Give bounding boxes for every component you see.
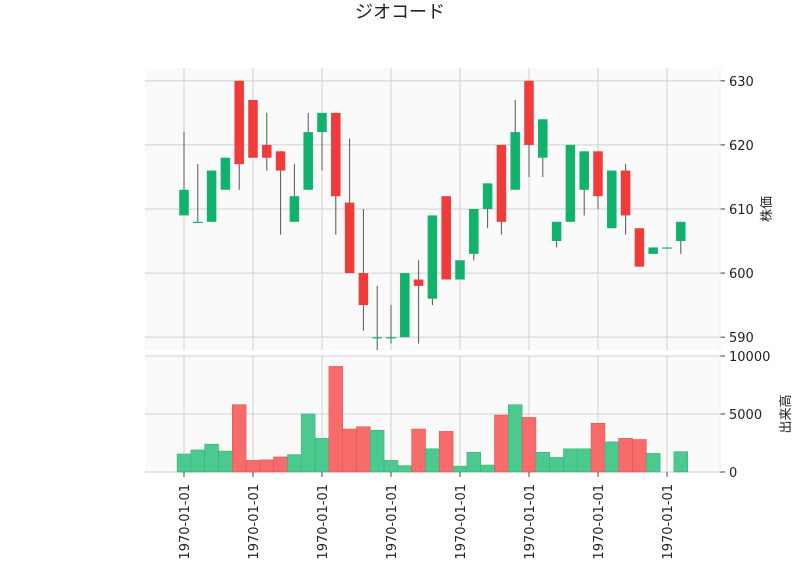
chart-title: ジオコード <box>355 2 445 23</box>
candle-body <box>317 112 327 133</box>
price-tick-label: 620 <box>729 139 754 154</box>
candle-body <box>234 80 244 165</box>
price-tick-label: 590 <box>729 331 754 346</box>
candle-body <box>331 112 341 197</box>
candle-body <box>593 151 603 197</box>
candle-body <box>524 80 534 145</box>
x-tick-label: 1970-01-01 <box>661 484 676 560</box>
volume-bar <box>300 413 316 473</box>
volume-bar <box>632 439 647 473</box>
axes: 590 600 610 620 630 0 5000 10000 1970-01-01 1970-… <box>178 68 770 560</box>
volume-bar <box>397 465 412 473</box>
volume-axis-label: 出来高 <box>778 394 794 433</box>
price-axis-label: 株価 <box>760 196 775 222</box>
volume-bar <box>452 465 468 473</box>
volume-bar <box>425 448 440 473</box>
candle-body <box>400 273 410 338</box>
price-tick-label: 610 <box>729 203 754 218</box>
volume-bar <box>259 459 274 473</box>
candle-body <box>358 273 369 306</box>
volume-tick-label: 10000 <box>729 350 770 365</box>
candle-body <box>662 247 672 249</box>
volume-bar <box>645 453 661 473</box>
candle-body <box>551 221 562 242</box>
candle-body <box>676 221 686 242</box>
candle-body <box>648 247 658 254</box>
candle-body <box>179 189 189 216</box>
volume-bar <box>576 448 592 473</box>
price-tick-label: 600 <box>729 267 754 282</box>
volume-bar <box>673 451 689 473</box>
candle-body <box>193 221 203 224</box>
price-tick-label: 630 <box>729 75 754 90</box>
candle-body <box>372 337 382 339</box>
volume-bar <box>342 428 357 473</box>
volume-tick-label: 0 <box>729 466 737 481</box>
x-tick-label: 1970-01-01 <box>178 484 193 560</box>
candle-body <box>262 144 272 158</box>
volume-bar <box>232 404 247 473</box>
candle-body <box>510 132 520 190</box>
volume-bars <box>176 366 689 473</box>
candle-body <box>620 170 631 216</box>
volume-bar <box>314 438 330 473</box>
volume-tick-label: 5000 <box>729 408 762 423</box>
candle-body <box>579 151 589 190</box>
volume-bar <box>549 457 564 473</box>
candle-body <box>538 119 548 158</box>
x-tick-label: 1970-01-01 <box>316 484 331 560</box>
candle-body <box>607 170 617 229</box>
volume-bar <box>287 454 302 473</box>
candle-body <box>496 144 507 222</box>
x-tick-label: 1970-01-01 <box>385 484 400 560</box>
candles <box>179 80 686 350</box>
candle-body <box>565 144 576 222</box>
volume-bar <box>521 417 537 473</box>
candle-body <box>220 157 231 190</box>
volume-bar <box>190 449 205 473</box>
volume-bar <box>604 441 620 473</box>
volume-bar <box>590 422 606 473</box>
volume-bar <box>218 450 233 473</box>
volume-bar <box>618 438 633 473</box>
volume-bar <box>356 426 371 473</box>
candle-body <box>206 170 217 222</box>
candle-body <box>469 209 479 254</box>
volume-bar <box>494 414 509 473</box>
volume-bar <box>438 431 454 473</box>
volume-bar <box>245 460 261 473</box>
x-tick-label: 1970-01-01 <box>247 484 262 560</box>
volume-bar <box>369 429 385 473</box>
candle-body <box>427 215 438 299</box>
x-tick-label: 1970-01-01 <box>592 484 607 560</box>
volume-bar <box>204 443 219 473</box>
volume-bar <box>328 366 343 473</box>
volume-bar <box>480 464 495 473</box>
volume-bar <box>176 453 192 473</box>
volume-bar <box>383 460 399 473</box>
candle-body <box>441 196 451 280</box>
candle-body <box>289 196 300 222</box>
volume-bar <box>563 448 578 473</box>
volume-bar <box>507 404 523 473</box>
candle-body <box>634 228 645 267</box>
candle-body <box>248 100 258 158</box>
x-tick-label: 1970-01-01 <box>523 484 538 560</box>
volume-bar <box>466 451 481 473</box>
volume-bar <box>535 451 551 473</box>
candle-body <box>482 183 493 209</box>
candle-body <box>275 151 286 171</box>
candle-body <box>386 337 396 339</box>
candle-body <box>344 202 355 274</box>
volume-bar <box>273 456 288 473</box>
x-tick-label: 1970-01-01 <box>454 484 469 560</box>
volume-bar <box>411 428 426 473</box>
candle-body <box>455 260 465 280</box>
candle-body <box>413 279 424 286</box>
candle-body <box>303 132 313 190</box>
